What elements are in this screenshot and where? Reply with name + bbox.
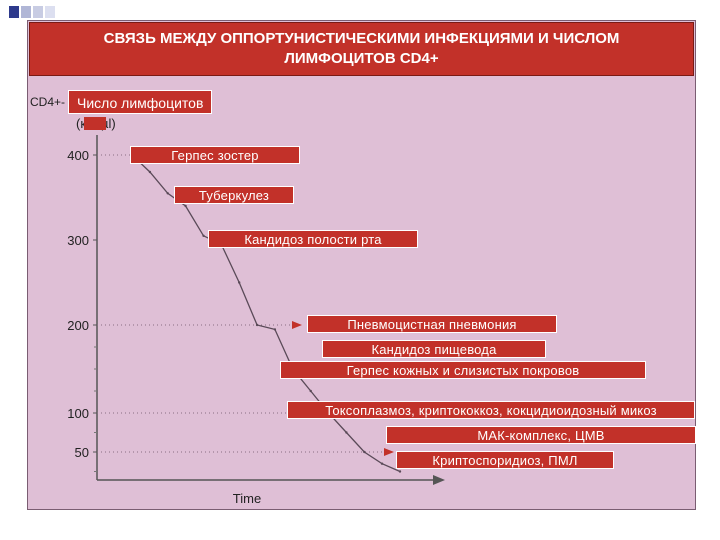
guide-arrow <box>384 448 394 456</box>
infection-label: МАК-комплекс, ЦМВ <box>386 426 696 444</box>
series-point <box>184 204 187 208</box>
deco-square-4 <box>45 6 55 18</box>
infection-label: Пневмоцистная пневмония <box>307 315 557 333</box>
decorative-squares <box>0 0 720 20</box>
infection-label: Криптоспоридиоз, ПМЛ <box>396 451 614 469</box>
y-axis-prefix: CD4+- <box>30 95 66 109</box>
infection-label: Герпес кожных и слизистых покровов <box>280 361 646 379</box>
infection-label: Туберкулез <box>174 186 294 204</box>
deco-square-2 <box>21 6 31 18</box>
x-axis-label: Time <box>233 491 261 506</box>
series-point <box>166 192 169 195</box>
series-point <box>345 431 348 434</box>
series-point <box>398 470 402 473</box>
y-axis-unit-highlight <box>84 117 106 130</box>
y-tick-label: 400 <box>67 148 89 163</box>
slide-title: СВЯЗЬ МЕЖДУ ОППОРТУНИСТИЧЕСКИМИ ИНФЕКЦИЯ… <box>29 22 694 76</box>
infection-label: Токсоплазмоз, криптококкоз, кокцидиоидоз… <box>287 401 695 419</box>
series-point <box>202 234 205 237</box>
y-axis-label: Число лимфоцитов <box>68 90 213 114</box>
y-tick-label: 100 <box>67 406 89 421</box>
series-point <box>380 462 384 465</box>
chart-axes <box>96 135 445 485</box>
slide-title-line-1: СВЯЗЬ МЕЖДУ ОППОРТУНИСТИЧЕСКИМИ ИНФЕКЦИЯ… <box>103 30 620 47</box>
infection-label: Кандидоз пищевода <box>322 340 546 358</box>
series-point <box>148 170 152 174</box>
y-tick-label: 300 <box>67 233 89 248</box>
y-tick-label: 50 <box>75 445 89 460</box>
x-axis-arrow <box>433 475 445 485</box>
deco-square-3 <box>33 6 43 18</box>
series-point <box>238 281 241 284</box>
slide-title-line-2: ЛИМФОЦИТОВ CD4+ <box>284 50 439 67</box>
series-point <box>255 323 259 327</box>
series-point <box>309 389 312 393</box>
guide-arrow <box>292 321 302 329</box>
infection-label: Герпес зостер <box>130 146 300 164</box>
infection-label: Кандидоз полости рта <box>208 230 418 248</box>
y-axis-ticks: 400 300 200 100 50 <box>67 148 97 472</box>
deco-square-1 <box>9 6 19 18</box>
series-point <box>273 328 277 331</box>
y-tick-label: 200 <box>67 318 89 333</box>
series-point <box>363 450 366 454</box>
